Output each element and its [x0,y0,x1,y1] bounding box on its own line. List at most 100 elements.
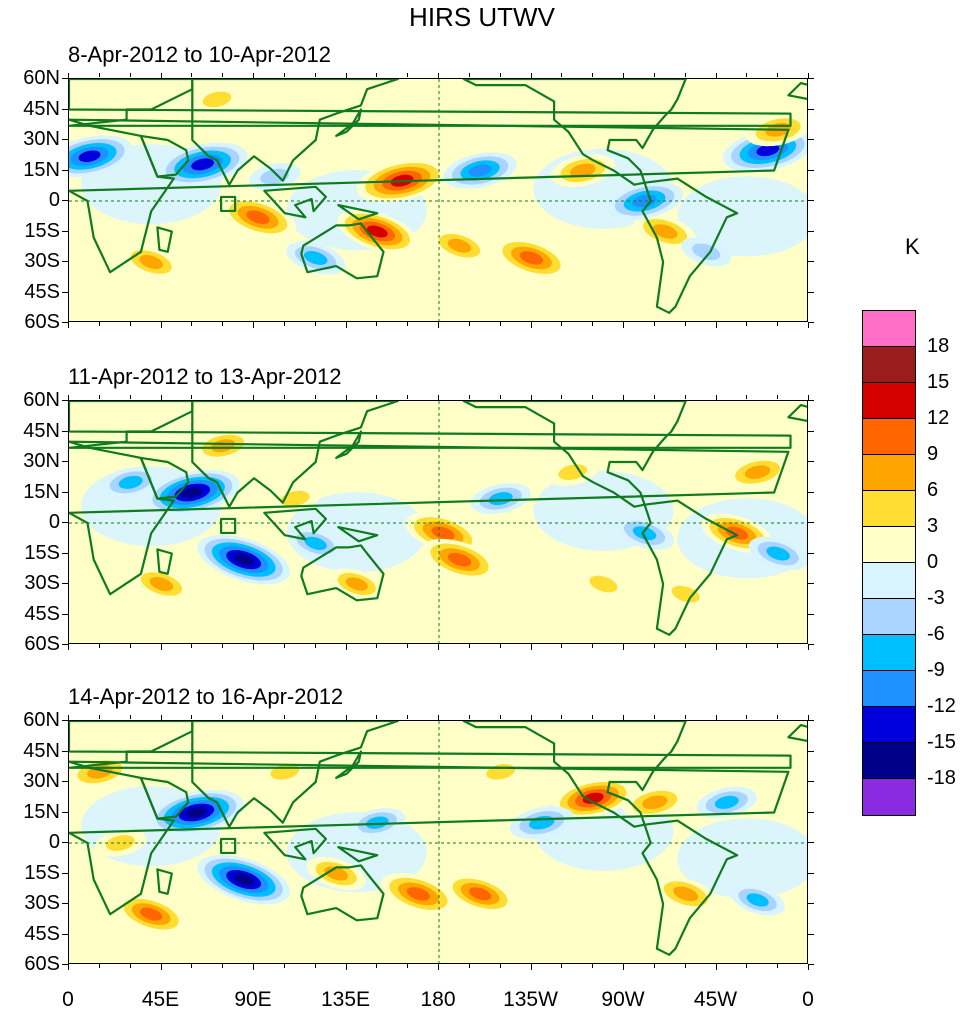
panel-3-y-tick-mark [62,964,68,965]
panel-2-y-tick-mark [808,400,814,401]
panel-2-x-tick-mark [160,644,162,650]
panel-1-anomaly-18 [430,229,489,263]
panel-1-y-tick-mark [808,78,814,79]
panel-1-x-tick-mark [438,73,439,79]
colorbar-swatch [863,563,915,599]
panel-2-anomaly-16-level-2 [589,575,618,593]
panel-1-x-tick-mark [592,73,594,77]
panel-1-y-tick-label: 15S [24,219,60,242]
panel-1-anomaly-1 [69,135,133,178]
panel-3-y-tick-label: 45N [23,739,60,762]
panel-2-x-tick-mark [98,395,100,399]
colorbar-swatch [863,743,915,779]
panel-1-anomaly-16 [605,181,684,221]
panel-1-y-tick-mark [62,108,68,110]
panel-1-x-tick-mark [468,322,470,326]
panel-3-x-tick-mark [592,964,594,968]
panel-3-x-tick-mark [777,715,779,719]
panel-3-title: 14-Apr-2012 to 16-Apr-2012 [68,684,344,709]
panel-1-x-tick-mark [129,322,131,326]
panel-1-x-tick-mark [160,73,162,79]
panel-2-x-tick-mark [592,395,594,399]
panel-3-anomaly-4 [115,894,187,934]
colorbar-swatch [863,455,915,491]
panel-2-y-tick-mark [62,430,68,432]
panel-2-x-tick-mark [438,395,439,401]
panel-2-x-tick-mark [160,395,162,401]
x-tick-label: 45W [693,988,738,1011]
panel-1-x-tick-mark [438,322,439,328]
panel-2-anomaly-11-level-3 [632,526,657,541]
panel-2-x-tick-mark [808,395,809,401]
colorbar-swatch [863,347,915,383]
panel-2-x-tick-mark [129,644,131,648]
panel-2-anomaly-9-level-3 [488,492,513,506]
panel-1-y-tick-mark [62,291,68,293]
panel-1-anomaly-4 [220,196,296,238]
colorbar-level-label: -15 [927,731,956,753]
panel-2-y-tick-label: 60N [23,389,60,411]
panel-1-y-tick-mark [808,139,814,140]
panel-1-x-tick-mark [808,73,809,79]
colorbar-swatch [863,419,915,455]
chart-title: HIRS UTWV [409,2,555,32]
panel-3-x-tick-mark [561,715,563,719]
panel-3-y-tick-label: 30S [24,892,60,914]
panel-3-y-tick-label: 0 [48,831,60,853]
panel-1-y-tick-label: 30N [23,128,60,150]
panel-3-x-tick-mark [407,964,409,968]
panel-1-x-tick-mark [777,73,779,77]
panel-2-x-tick-mark [68,644,69,650]
panel-1-background-band-4 [677,176,807,257]
panel-1-x-tick-mark [345,322,347,328]
panel-2-y-tick-mark [62,613,68,615]
panel-1-x-tick-mark [684,322,686,326]
panel-2-y-tick-mark [62,583,68,584]
panel-3-y-tick-mark [62,903,68,904]
panel-3-x-tick-mark [746,715,748,719]
panel-1-x-tick-mark [253,322,254,328]
colorbar-swatch [863,635,915,671]
panel-3-y-tick-mark [808,842,814,843]
panel-1-x-tick-mark [191,73,193,77]
x-tick-label: 180 [420,988,456,1011]
panel-3-x-tick-mark [129,964,131,968]
panel-1-x-tick-mark [283,73,285,77]
panel-3-anomaly-16-level-3 [746,893,769,907]
panel-2-anomaly-6-level-4 [447,552,472,567]
panel-1-x-tick-mark [715,73,717,79]
colorbar-swatch [863,707,915,743]
panel-1-x-tick-mark [283,322,285,326]
panel-3-anomaly-15-level-2 [106,835,135,851]
panel-3-y-tick-mark [808,720,814,721]
colorbar [862,310,916,816]
panel-2-x-tick-mark [283,644,285,648]
panel-2-x-tick-mark [345,644,347,650]
panel-3-y-tick-label: 15S [24,861,60,884]
panel-2-anomaly-15-level-3 [304,536,327,550]
panel-1-x-tick-mark [777,322,779,326]
panel-1-x-tick-mark [653,73,655,77]
panel-2-anomaly-7-level-3 [149,577,174,591]
panel-2-y-tick-mark [62,644,68,645]
panel-1-x-tick-mark [68,73,69,79]
panel-2-x-tick-mark [777,644,779,648]
panel-2-x-tick-mark [438,644,439,650]
panel-2-x-tick-mark [623,395,624,401]
colorbar-level-label: -9 [927,659,945,681]
panel-3-x-tick-mark [623,715,624,721]
panel-3-x-tick-mark [684,715,686,719]
panel-3-x-tick-mark [222,964,224,968]
panel-3-map [68,720,808,964]
panel-1-x-tick-mark [623,73,624,79]
panel-2-x-tick-mark [653,644,655,648]
panel-3-y-tick-mark [808,750,814,752]
panel-3-y-tick-mark [62,842,68,843]
panel-2-x-tick-mark [253,395,254,401]
panel-1-x-tick-mark [684,73,686,77]
panel-1-map [68,78,808,322]
panel-3-x-tick-mark [808,964,809,970]
panel-1-anomaly-14-level-3 [139,255,163,269]
panel-3-y-tick-label: 60N [23,709,60,731]
panel-2-y-tick-label: 45S [24,602,60,625]
